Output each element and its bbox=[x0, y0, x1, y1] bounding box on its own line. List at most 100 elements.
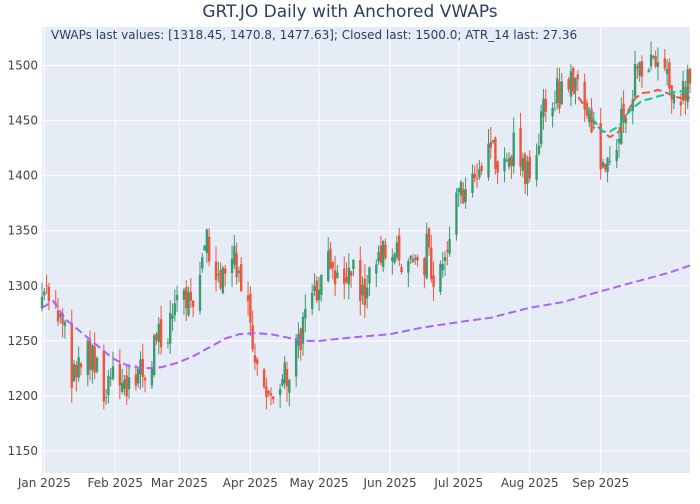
candle-body bbox=[361, 285, 364, 296]
candle-up bbox=[649, 41, 653, 71]
candle-body bbox=[201, 257, 204, 269]
candle-up bbox=[391, 248, 394, 275]
candle-up bbox=[381, 240, 385, 272]
candle-up bbox=[198, 262, 202, 315]
candle-body bbox=[668, 62, 671, 89]
candle-body bbox=[425, 234, 428, 279]
candle-body bbox=[443, 257, 447, 261]
candle-down bbox=[432, 261, 435, 301]
y-tick-label: 1150 bbox=[7, 444, 38, 458]
candle-body bbox=[313, 285, 316, 292]
candle-body bbox=[120, 382, 124, 392]
candle-up bbox=[672, 92, 676, 110]
candle-up bbox=[537, 133, 541, 156]
candle-down bbox=[93, 332, 96, 380]
y-tick-label: 1500 bbox=[7, 59, 38, 73]
candle-body bbox=[665, 68, 669, 74]
candle-body bbox=[363, 278, 367, 306]
candle-body bbox=[283, 362, 286, 384]
candle-body bbox=[455, 192, 458, 236]
candle-up bbox=[72, 359, 76, 383]
grid-lines bbox=[42, 27, 690, 473]
candle-body bbox=[47, 286, 51, 301]
candle-up bbox=[439, 260, 442, 296]
candle-down bbox=[251, 310, 254, 353]
candle-body bbox=[43, 291, 46, 296]
candle-body bbox=[537, 145, 541, 155]
candle-down bbox=[45, 274, 48, 294]
candle-body bbox=[615, 149, 618, 162]
candle-body bbox=[166, 342, 170, 344]
candle-down bbox=[510, 154, 513, 179]
candle-body bbox=[125, 375, 128, 397]
candle-body bbox=[246, 295, 250, 301]
candle-down bbox=[240, 257, 243, 293]
candle-body bbox=[155, 334, 158, 341]
candle-body bbox=[262, 369, 266, 388]
candle-down bbox=[118, 349, 122, 400]
candle-body bbox=[157, 323, 160, 342]
candle-up bbox=[86, 338, 89, 387]
candle-body bbox=[198, 274, 202, 312]
x-tick-label: May 2025 bbox=[289, 476, 348, 490]
candle-body bbox=[45, 285, 48, 287]
candle-body bbox=[505, 159, 509, 161]
candle-body bbox=[400, 266, 403, 273]
candle-body bbox=[253, 355, 257, 363]
candle-up bbox=[448, 226, 451, 257]
candle-body bbox=[349, 271, 353, 276]
candle-body bbox=[187, 292, 190, 316]
candle-down bbox=[349, 270, 353, 288]
candle-up bbox=[237, 266, 241, 283]
candle-up bbox=[656, 47, 660, 81]
candle-body bbox=[471, 173, 474, 194]
candle-body bbox=[407, 260, 410, 273]
candle-body bbox=[175, 294, 179, 301]
candle-body bbox=[299, 328, 302, 350]
candle-body bbox=[205, 229, 209, 254]
candle-up bbox=[393, 252, 396, 265]
candle-up bbox=[631, 89, 634, 125]
candle-down bbox=[558, 67, 561, 114]
candle-up bbox=[555, 67, 559, 110]
candle-body bbox=[558, 81, 561, 109]
candle-body bbox=[489, 141, 492, 148]
x-tick-label: Feb 2025 bbox=[87, 476, 143, 490]
candle-body bbox=[555, 78, 559, 104]
candle-down bbox=[411, 254, 415, 263]
candle-body bbox=[647, 70, 650, 73]
candle-body bbox=[95, 357, 99, 372]
candle-body bbox=[542, 98, 545, 117]
candle-body bbox=[134, 374, 138, 386]
candle-down bbox=[359, 246, 362, 316]
candle-body bbox=[395, 242, 399, 258]
candle-up bbox=[647, 67, 650, 73]
candle-body bbox=[152, 335, 156, 375]
candle-up bbox=[233, 235, 236, 269]
candle-body bbox=[606, 157, 609, 173]
candle-body bbox=[61, 313, 64, 324]
candle-up bbox=[425, 222, 428, 280]
candle-up bbox=[320, 274, 323, 302]
candle-body bbox=[375, 264, 378, 274]
candle-down bbox=[604, 163, 607, 173]
candle-body bbox=[427, 228, 431, 248]
candle-body bbox=[521, 158, 525, 171]
candle-down bbox=[235, 242, 238, 285]
candle-down bbox=[329, 242, 332, 270]
candle-down bbox=[668, 58, 671, 92]
candle-body bbox=[88, 340, 92, 371]
candle-down bbox=[567, 77, 570, 93]
candle-body bbox=[304, 309, 307, 319]
candle-down bbox=[462, 181, 465, 205]
x-tick-label: Aug 2025 bbox=[501, 476, 559, 490]
candle-body bbox=[235, 253, 238, 278]
candle-body bbox=[439, 263, 442, 292]
candle-body bbox=[63, 321, 67, 326]
candle-body bbox=[159, 319, 163, 348]
candle-body bbox=[269, 393, 273, 396]
candle-body bbox=[672, 94, 676, 104]
candle-down bbox=[519, 112, 522, 177]
candle-body bbox=[127, 377, 131, 390]
candle-body bbox=[123, 379, 126, 389]
